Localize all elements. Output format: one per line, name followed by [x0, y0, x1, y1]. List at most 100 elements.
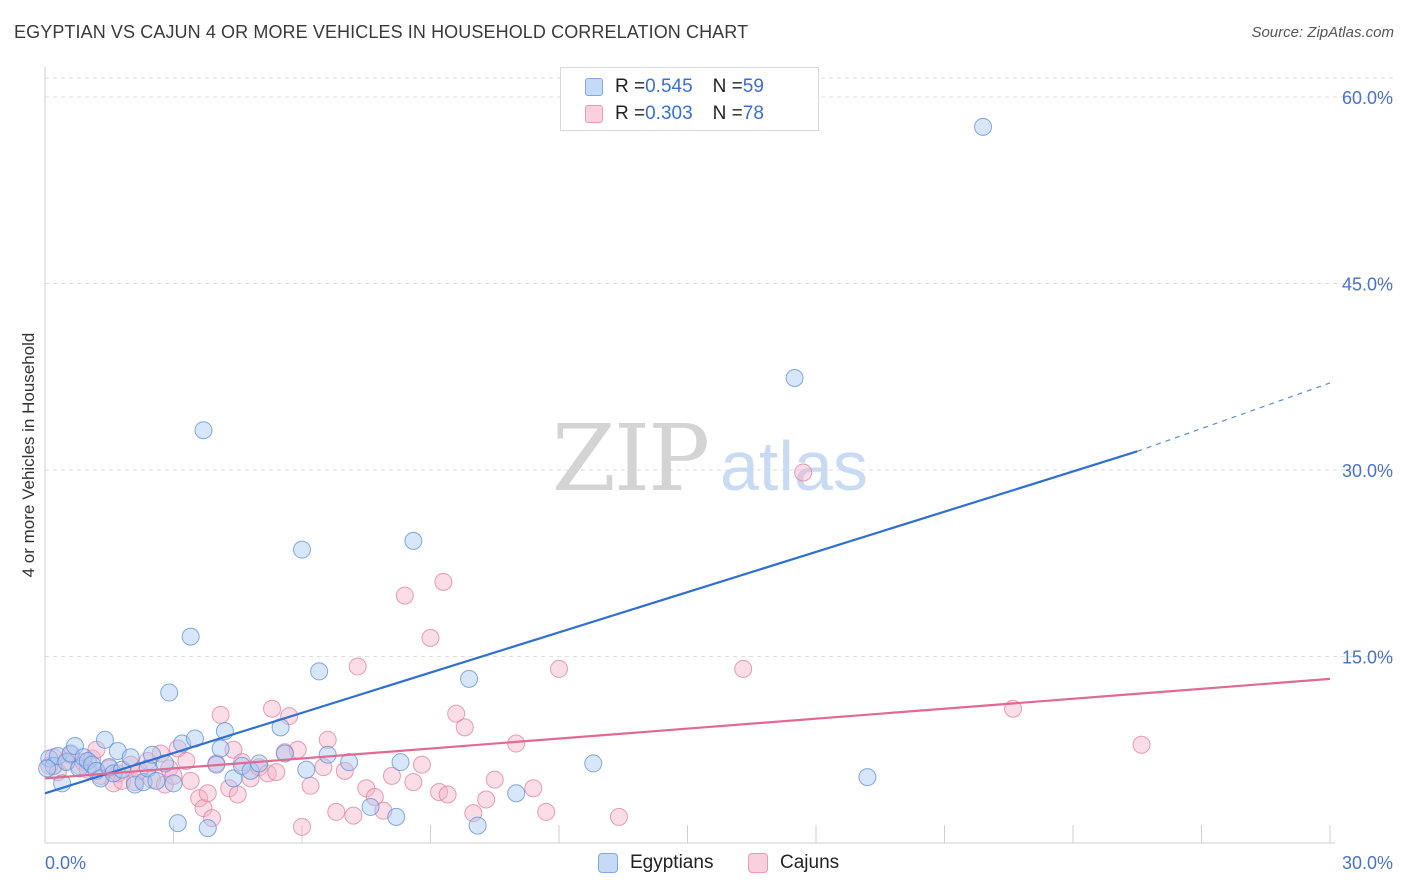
- point-cajuns: [412, 755, 431, 774]
- point-egyptians: [95, 730, 114, 749]
- y-axis-title: 4 or more Vehicles in Household: [19, 333, 38, 578]
- x-tick-label: 30.0%: [1342, 853, 1393, 873]
- point-cajuns: [335, 761, 354, 780]
- legend-label-cajuns: Cajuns: [780, 852, 840, 873]
- point-egyptians: [147, 771, 166, 790]
- point-cajuns: [318, 730, 337, 749]
- point-egyptians: [211, 739, 230, 758]
- legend-r-value: 0.545: [645, 76, 693, 97]
- point-cajuns: [348, 657, 367, 676]
- point-egyptians: [160, 683, 179, 702]
- series-legend: Egyptians Cajuns: [0, 852, 1406, 878]
- point-cajuns: [524, 779, 543, 798]
- point-cajuns: [382, 766, 401, 785]
- point-cajuns: [224, 740, 243, 759]
- legend-r-label: R =: [615, 103, 646, 124]
- point-egyptians: [121, 748, 140, 767]
- point-cajuns: [198, 784, 217, 803]
- point-egyptians: [318, 745, 337, 764]
- trend-extension-egyptians: [1137, 382, 1331, 452]
- axes: [44, 67, 1335, 844]
- point-cajuns: [537, 802, 556, 821]
- point-egyptians: [340, 753, 359, 772]
- point-egyptians: [858, 768, 877, 787]
- point-cajuns: [421, 628, 440, 647]
- data-points: [38, 117, 1151, 838]
- watermark: ZIP atlas: [552, 405, 868, 512]
- point-cajuns: [434, 572, 453, 591]
- point-egyptians: [391, 753, 410, 772]
- tick-labels: 15.0% 30.0% 45.0% 60.0% 0.0% 30.0%: [45, 88, 1393, 873]
- point-cajuns: [438, 785, 457, 804]
- y-tick-label: 60.0%: [1342, 88, 1393, 108]
- point-egyptians: [974, 117, 993, 136]
- point-egyptians: [404, 531, 423, 550]
- legend-swatch-cajuns: [748, 853, 768, 873]
- legend-n-value: 59: [742, 76, 764, 97]
- point-cajuns: [228, 785, 247, 804]
- point-cajuns: [181, 771, 200, 790]
- point-cajuns: [609, 807, 628, 826]
- y-tick-label: 45.0%: [1342, 275, 1393, 295]
- point-cajuns: [211, 705, 230, 724]
- point-egyptians: [468, 816, 487, 835]
- point-cajuns: [365, 787, 384, 806]
- point-egyptians: [275, 744, 294, 763]
- point-egyptians: [310, 662, 329, 681]
- point-egyptians: [224, 769, 243, 788]
- legend-item-egyptians: Egyptians: [598, 852, 713, 874]
- point-cajuns: [550, 659, 568, 678]
- point-cajuns: [447, 704, 466, 723]
- point-egyptians: [250, 754, 269, 773]
- legend-row-egyptians: R = 0.545 N = 59: [585, 74, 764, 100]
- point-egyptians: [198, 819, 217, 838]
- point-cajuns: [293, 817, 311, 836]
- legend-r-label: R =: [615, 76, 646, 97]
- y-tick-label: 30.0%: [1342, 461, 1393, 481]
- point-egyptians: [785, 368, 804, 387]
- legend-row-cajuns: R = 0.303 N = 78: [585, 101, 764, 127]
- point-egyptians: [134, 773, 153, 792]
- point-egyptians: [361, 797, 380, 816]
- point-cajuns: [485, 770, 504, 789]
- y-tick-label: 15.0%: [1342, 648, 1393, 668]
- point-egyptians: [138, 759, 157, 778]
- point-egyptians: [194, 421, 213, 440]
- legend-item-cajuns: Cajuns: [748, 852, 839, 874]
- point-egyptians: [507, 784, 526, 803]
- point-cajuns: [344, 806, 363, 825]
- x-tick-label: 0.0%: [45, 853, 86, 873]
- point-cajuns: [404, 773, 423, 792]
- point-cajuns: [1132, 735, 1151, 754]
- point-egyptians: [297, 760, 316, 779]
- point-cajuns: [177, 751, 196, 770]
- point-egyptians: [164, 774, 183, 793]
- point-cajuns: [267, 763, 286, 782]
- chart-title: EGYPTIAN VS CAJUN 4 OR MORE VEHICLES IN …: [14, 22, 749, 42]
- point-cajuns: [395, 586, 414, 605]
- point-cajuns: [734, 659, 753, 678]
- point-cajuns: [794, 463, 813, 482]
- legend-swatch-egyptians: [585, 78, 603, 96]
- point-cajuns: [203, 809, 222, 828]
- point-egyptians: [38, 759, 57, 778]
- trend-line-cajuns: [44, 677, 1331, 780]
- legend-n-label: N =: [712, 103, 743, 124]
- point-egyptians: [584, 754, 603, 773]
- legend-n-label: N =: [712, 76, 743, 97]
- legend-swatch-cajuns: [585, 105, 603, 123]
- point-cajuns: [477, 790, 496, 809]
- stats-legend: R = 0.545 N = 59 R = 0.303 N = 78: [560, 67, 819, 131]
- watermark-atlas: atlas: [720, 427, 868, 505]
- point-cajuns: [455, 718, 474, 737]
- legend-n-value: 78: [742, 103, 764, 124]
- point-egyptians: [293, 540, 311, 559]
- watermark-zip: ZIP: [552, 405, 708, 512]
- grid-lines: [45, 77, 1395, 657]
- point-egyptians: [181, 627, 200, 646]
- trend-line-egyptians: [44, 450, 1138, 795]
- point-cajuns: [327, 802, 346, 821]
- point-cajuns: [301, 776, 320, 795]
- point-cajuns: [190, 789, 209, 808]
